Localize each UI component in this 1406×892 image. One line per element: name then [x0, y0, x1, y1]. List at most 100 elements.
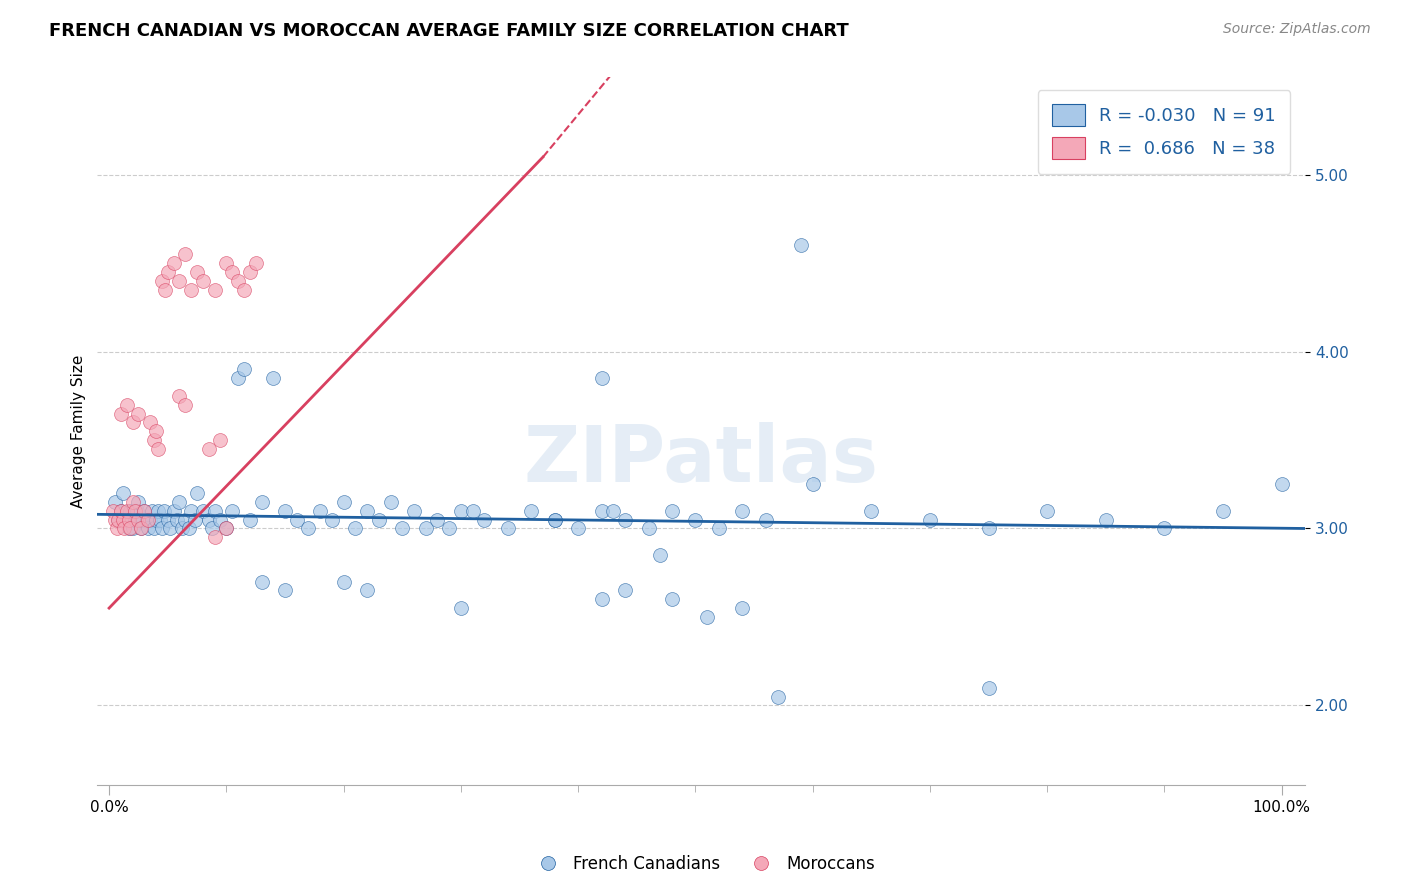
Point: [239, 513, 262, 527]
Point: [104, 495, 127, 509]
Point: [918, 513, 941, 527]
Point: [112, 521, 135, 535]
Point: [567, 521, 589, 535]
Point: [159, 521, 181, 535]
Point: [134, 504, 156, 518]
Point: [145, 424, 167, 438]
Point: [367, 513, 389, 527]
Point: [129, 521, 152, 535]
Legend: R = -0.030   N = 91, R =  0.686   N = 38: R = -0.030 N = 91, R = 0.686 N = 38: [1038, 90, 1291, 174]
Point: [101, 504, 124, 518]
Point: [250, 495, 273, 509]
Point: [110, 407, 132, 421]
Point: [120, 504, 142, 518]
Point: [112, 513, 135, 527]
Point: [274, 504, 297, 518]
Point: [356, 583, 378, 598]
Point: [105, 521, 128, 535]
Point: [356, 504, 378, 518]
Point: [186, 265, 208, 279]
Point: [239, 265, 262, 279]
Point: [520, 504, 543, 518]
Point: [174, 513, 197, 527]
Point: [150, 274, 173, 288]
Point: [731, 601, 754, 615]
Point: [204, 530, 226, 544]
Point: [204, 283, 226, 297]
Point: [120, 521, 142, 535]
Text: ZIPatlas: ZIPatlas: [524, 422, 879, 498]
Point: [174, 247, 197, 261]
Point: [544, 513, 567, 527]
Point: [450, 504, 472, 518]
Point: [155, 283, 177, 297]
Point: [661, 592, 683, 607]
Point: [215, 521, 238, 535]
Point: [790, 238, 813, 252]
Point: [232, 283, 254, 297]
Point: [180, 283, 202, 297]
Point: [591, 592, 613, 607]
Text: FRENCH CANADIAN VS MOROCCAN AVERAGE FAMILY SIZE CORRELATION CHART: FRENCH CANADIAN VS MOROCCAN AVERAGE FAMI…: [49, 22, 849, 40]
Point: [191, 504, 214, 518]
Point: [177, 521, 200, 535]
Point: [226, 371, 249, 385]
Point: [142, 521, 165, 535]
Point: [1036, 504, 1059, 518]
Point: [142, 433, 165, 447]
Point: [139, 513, 162, 527]
Point: [215, 256, 238, 270]
Point: [245, 256, 267, 270]
Point: [169, 389, 191, 403]
Point: [801, 477, 824, 491]
Point: [1271, 477, 1294, 491]
Point: [472, 513, 495, 527]
Point: [153, 504, 176, 518]
Point: [380, 495, 402, 509]
Point: [135, 513, 157, 527]
Point: [136, 521, 159, 535]
Point: [274, 583, 297, 598]
Point: [1212, 504, 1234, 518]
Point: [110, 504, 132, 518]
Point: [118, 521, 141, 535]
Point: [186, 486, 208, 500]
Point: [136, 513, 159, 527]
Point: [110, 504, 132, 518]
Point: [131, 513, 153, 527]
Legend: French Canadians, Moroccans: French Canadians, Moroccans: [524, 848, 882, 880]
Point: [183, 513, 205, 527]
Point: [124, 504, 146, 518]
Point: [127, 495, 149, 509]
Point: [118, 513, 141, 527]
Point: [107, 513, 129, 527]
Point: [637, 521, 659, 535]
Point: [145, 513, 167, 527]
Point: [104, 513, 127, 527]
Point: [129, 521, 152, 535]
Point: [731, 504, 754, 518]
Point: [150, 521, 173, 535]
Point: [221, 504, 243, 518]
Point: [127, 513, 149, 527]
Point: [226, 274, 249, 288]
Point: [148, 442, 170, 456]
Point: [262, 371, 284, 385]
Point: [650, 548, 672, 562]
Point: [402, 504, 425, 518]
Point: [221, 265, 243, 279]
Point: [209, 433, 232, 447]
Point: [127, 504, 149, 518]
Y-axis label: Average Family Size: Average Family Size: [72, 354, 86, 508]
Point: [977, 521, 1000, 535]
Point: [166, 513, 188, 527]
Point: [148, 513, 170, 527]
Point: [115, 398, 138, 412]
Point: [661, 504, 683, 518]
Point: [134, 504, 156, 518]
Point: [127, 407, 149, 421]
Point: [332, 574, 354, 589]
Point: [461, 504, 484, 518]
Point: [614, 513, 637, 527]
Point: [696, 610, 718, 624]
